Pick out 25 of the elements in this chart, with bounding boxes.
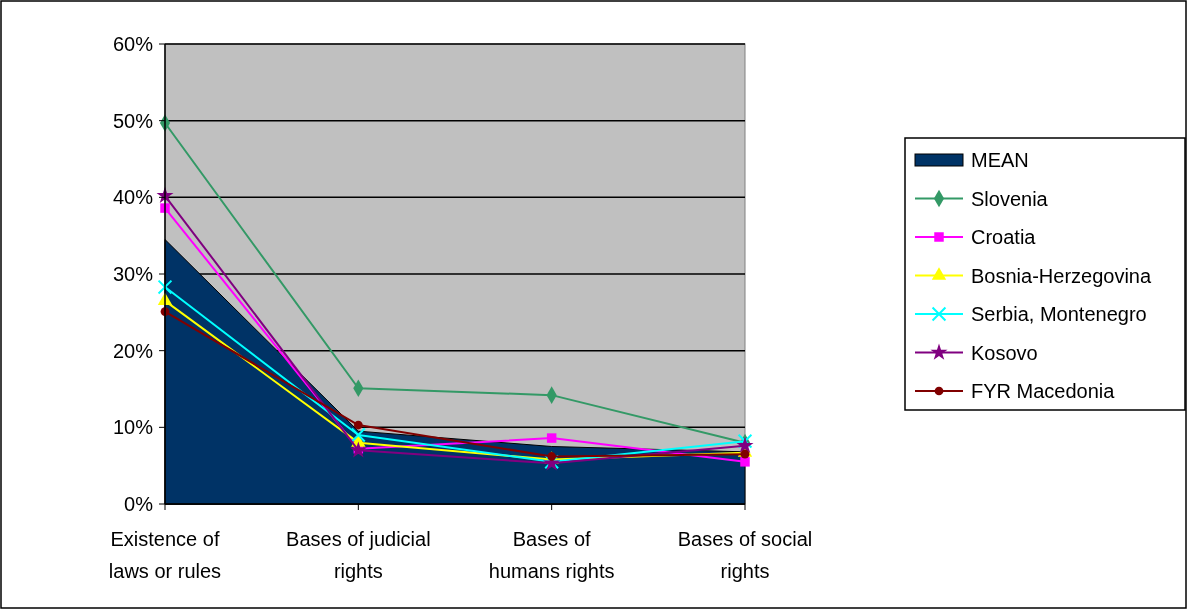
point <box>353 420 363 430</box>
point <box>740 457 750 467</box>
legend-label: FYR Macedonia <box>971 380 1116 402</box>
y-tick-label: 60% <box>112 33 154 55</box>
legend-label: Kosovo <box>971 341 1038 364</box>
point <box>349 441 367 458</box>
y-tick-label: 20% <box>112 339 154 362</box>
legend-label: Slovenia <box>971 187 1049 210</box>
y-tick-label: 0% <box>124 493 154 515</box>
point <box>157 279 173 295</box>
legend-label: Serbia, Montenegro <box>971 303 1147 325</box>
y-tick-label: 10% <box>112 416 154 439</box>
x-tick-label: Bases of judicial rights <box>286 528 431 582</box>
x-tick-label: Existence of laws or rules <box>108 528 222 582</box>
x-tick-label: Bases of social rights <box>677 528 813 582</box>
point <box>546 433 557 443</box>
y-tick-label: 30% <box>112 263 154 285</box>
legend-label: Bosnia-Herzegovina <box>971 264 1152 287</box>
legend-label: MEAN <box>971 149 1029 171</box>
y-tick-label: 40% <box>112 186 154 209</box>
y-tick-label: 50% <box>112 109 154 132</box>
x-tick-label: Bases of humans rights <box>488 528 615 582</box>
point <box>350 427 366 443</box>
point <box>740 449 750 459</box>
legend-label: Croatia <box>971 226 1037 248</box>
